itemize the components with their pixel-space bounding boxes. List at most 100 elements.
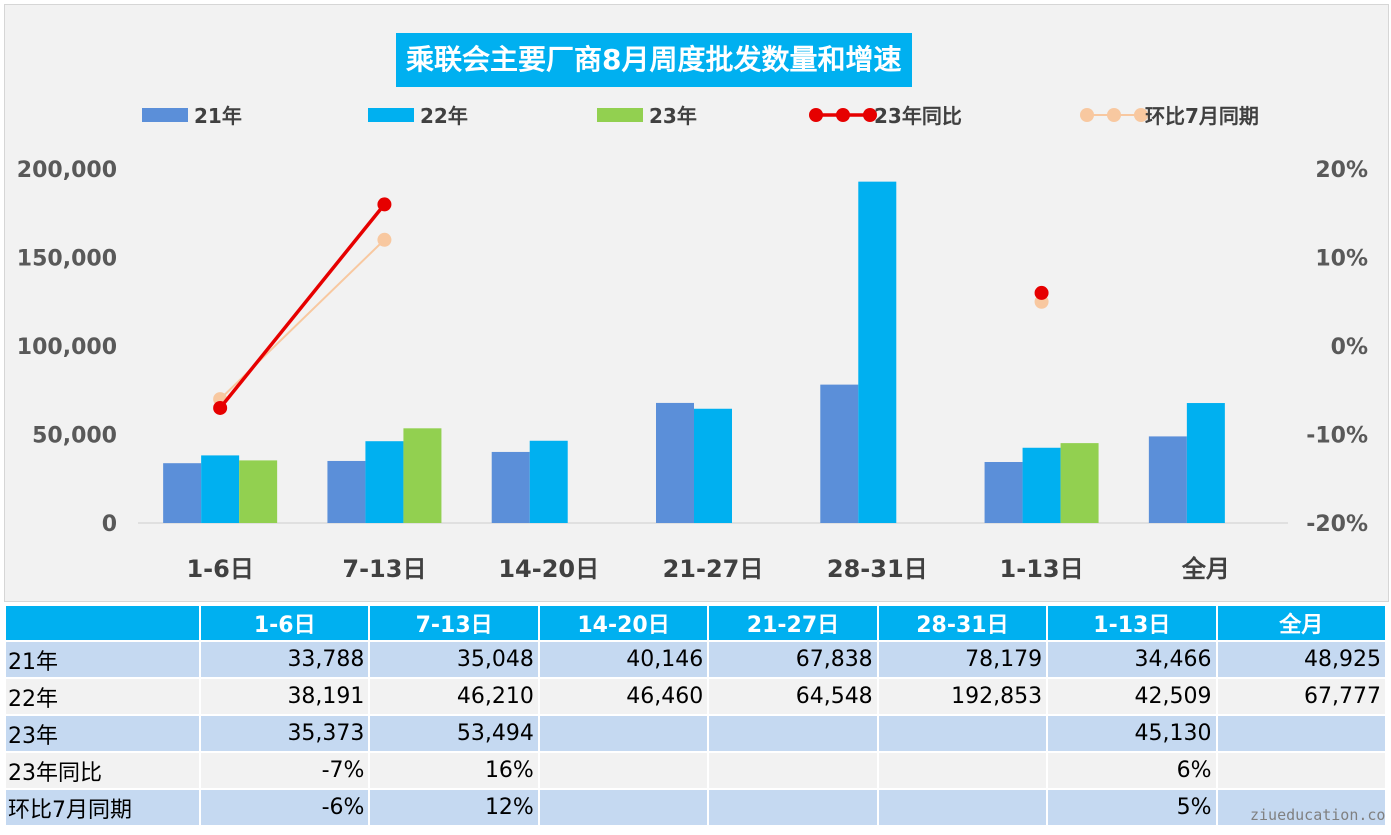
x-category-label: 28-31日: [827, 555, 928, 583]
table-cell: 48,925: [1217, 642, 1385, 677]
table-row-label: 21年: [6, 642, 199, 677]
table-cell: 45,130: [1048, 716, 1216, 751]
table-cell: 78,179: [878, 642, 1047, 677]
table-cell: 38,191: [201, 679, 369, 714]
table-cell: [1217, 753, 1385, 788]
bar-22年: [1186, 403, 1225, 523]
table-cell: 16%: [370, 753, 538, 788]
bar-21年: [984, 461, 1023, 523]
table-cell: [709, 790, 877, 825]
y-right-tick-label: -10%: [1306, 424, 1368, 449]
legend-marker-23年同比: [836, 108, 850, 122]
table-cell: 67,777: [1217, 679, 1385, 714]
bar-21年: [327, 460, 366, 523]
table-cell: 46,460: [539, 679, 708, 714]
y-left-tick-label: 200,000: [17, 158, 117, 183]
table-cell: [1217, 790, 1385, 825]
legend-swatch-23年: [597, 108, 643, 122]
table-cell: [1217, 716, 1385, 751]
table-cell: 67,838: [709, 642, 877, 677]
y-left-tick-label: 50,000: [32, 424, 117, 449]
chart-title: 乘联会主要厂商8月周度批发数量和增速: [396, 33, 912, 87]
table-header-cell: 7-13日: [370, 606, 538, 640]
legend-label-22年: 22年: [420, 104, 468, 128]
y-right-tick-label: 10%: [1315, 247, 1368, 272]
table-cell: 5%: [1048, 790, 1216, 825]
legend-marker-环比7月同期: [1080, 108, 1094, 122]
x-category-label: 全月: [1181, 555, 1230, 583]
table-row: 22年 38,191 46,210 46,460 64,548 192,853 42,509…: [6, 679, 1385, 714]
table-cell: 12%: [370, 790, 538, 825]
table-row: 环比7月同期 -6% 12% 5%: [6, 790, 1385, 825]
bar-21年: [1148, 436, 1187, 523]
table-cell: 35,373: [201, 716, 369, 751]
legend-marker-环比7月同期: [1134, 108, 1148, 122]
table-cell: [539, 753, 708, 788]
table-row-label: 环比7月同期: [6, 790, 199, 825]
x-category-label: 1-13日: [1000, 555, 1084, 583]
point-23年同比: [213, 400, 228, 415]
bar-23年: [1060, 443, 1099, 523]
table-cell: [539, 790, 708, 825]
table-header-row: 1-6日 7-13日 14-20日 21-27日 28-31日 1-13日 全月: [6, 606, 1385, 640]
data-table: 1-6日 7-13日 14-20日 21-27日 28-31日 1-13日 全月 21年 33…: [4, 604, 1387, 827]
table-cell: 33,788: [201, 642, 369, 677]
bar-22年: [694, 408, 732, 523]
legend-swatch-22年: [368, 108, 414, 122]
table-cell: -7%: [201, 753, 369, 788]
table-row-label: 23年同比: [6, 753, 199, 788]
point-环比7月同期: [377, 232, 392, 247]
line-segment-23年同比: [218, 203, 386, 410]
table-cell: [539, 716, 708, 751]
table-body: 21年 33,788 35,048 40,146 67,838 78,179 34,466 4…: [6, 642, 1385, 825]
x-category-label: 14-20日: [498, 555, 599, 583]
table-cell: 192,853: [878, 679, 1047, 714]
table-cell: 42,509: [1048, 679, 1216, 714]
bar-22年: [1022, 447, 1061, 523]
table-header-cell: 28-31日: [878, 606, 1047, 640]
table-row: 23年 35,373 53,494 45,130: [6, 716, 1385, 751]
table-cell: 34,466: [1048, 642, 1216, 677]
bar-23年: [239, 460, 278, 523]
table-cell: [878, 790, 1047, 825]
y-left-tick-label: 0: [102, 512, 117, 537]
chart-plot: 0 50,000 100,000 150,000 200,000 -20% -10% 0% 10…: [17, 104, 1368, 583]
table-header-cell: 21-27日: [709, 606, 877, 640]
watermark: ziueducation.co: [1250, 806, 1386, 824]
table-cell: 46,210: [370, 679, 538, 714]
legend-label-21年: 21年: [194, 104, 242, 128]
table-cell: 35,048: [370, 642, 538, 677]
table-cell: [709, 716, 877, 751]
bar-22年: [858, 181, 897, 523]
x-category-label: 7-13日: [342, 555, 426, 583]
table-cell: 64,548: [709, 679, 877, 714]
bar-22年: [365, 441, 404, 523]
table-cell: [709, 753, 877, 788]
point-23年同比: [1034, 285, 1049, 300]
table-header-cell: 1-13日: [1048, 606, 1216, 640]
table-row: 21年 33,788 35,048 40,146 67,838 78,179 34,466 4…: [6, 642, 1385, 677]
bar-21年: [820, 384, 859, 523]
table-header-corner: [6, 606, 199, 640]
y-left-tick-label: 150,000: [17, 247, 117, 272]
y-left-tick-label: 100,000: [17, 335, 117, 360]
legend-label-23年同比: 23年同比: [874, 104, 962, 128]
bar-21年: [491, 451, 530, 523]
x-category-label: 1-6日: [186, 555, 253, 583]
legend-swatch-21年: [142, 108, 188, 122]
y-right-tick-label: 0%: [1331, 335, 1368, 360]
table-header-cell: 14-20日: [539, 606, 708, 640]
x-category-label: 21-27日: [663, 555, 764, 583]
legend-label-环比7月同期: 环比7月同期: [1145, 104, 1259, 128]
y-right-tick-label: -20%: [1306, 512, 1368, 537]
table-header-cell: 1-6日: [201, 606, 369, 640]
legend-marker-23年同比: [809, 108, 823, 122]
legend-marker-环比7月同期: [1107, 108, 1121, 122]
table-row-label: 23年: [6, 716, 199, 751]
bar-22年: [529, 440, 568, 523]
y-right-tick-label: 20%: [1315, 158, 1368, 183]
table-cell: 6%: [1048, 753, 1216, 788]
legend-marker-23年同比: [863, 108, 877, 122]
table-row: 23年同比 -7% 16% 6%: [6, 753, 1385, 788]
table-row-label: 22年: [6, 679, 199, 714]
